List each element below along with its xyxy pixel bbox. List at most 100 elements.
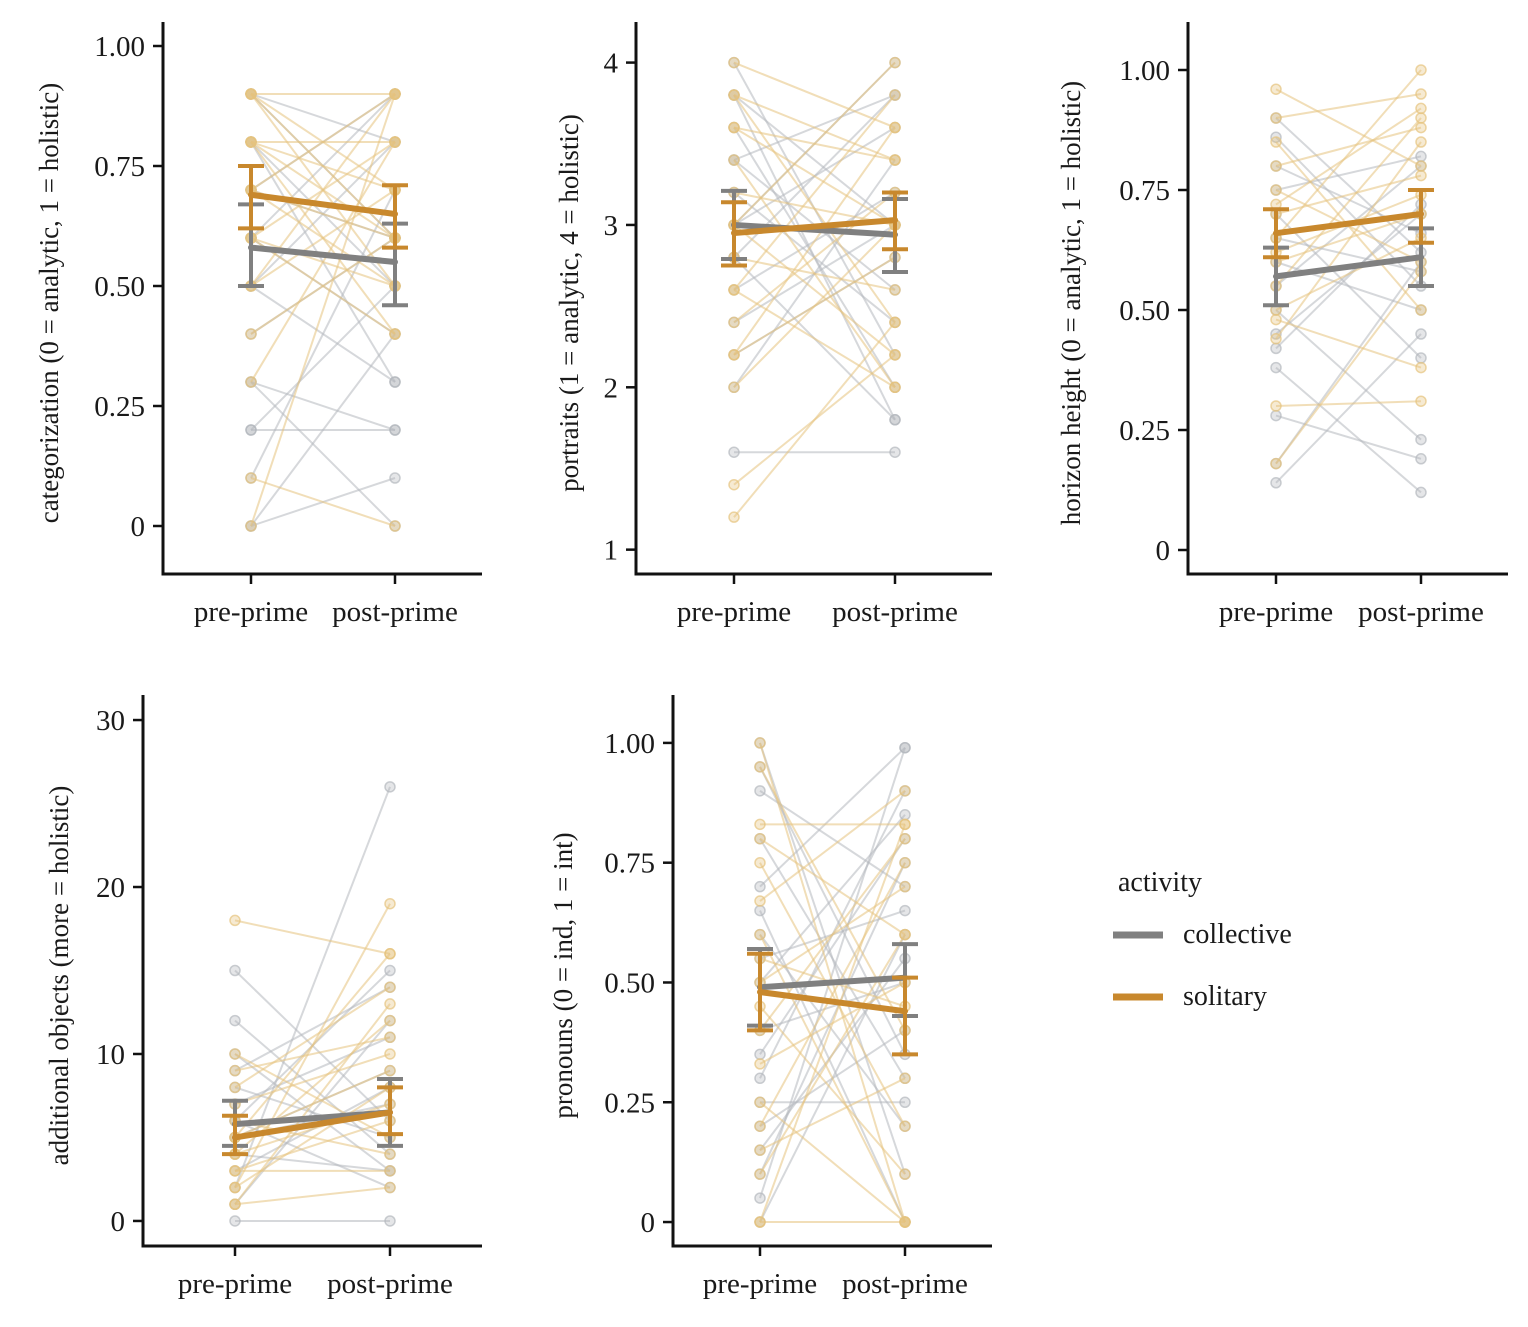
individual-point-solitary xyxy=(1270,112,1282,124)
individual-line-solitary xyxy=(733,256,896,291)
y-tick-label: 0.50 xyxy=(604,967,655,999)
individual-point-solitary xyxy=(899,818,911,831)
individual-point-solitary xyxy=(728,478,740,491)
individual-point-solitary xyxy=(728,316,740,329)
individual-point-solitary xyxy=(754,928,766,941)
individual-line-solitary xyxy=(1275,174,1422,215)
individual-point-solitary xyxy=(889,381,901,394)
individual-point-collective xyxy=(1415,453,1427,465)
individual-point-collective xyxy=(229,1215,241,1227)
individual-line-collective xyxy=(250,93,396,143)
individual-line-solitary xyxy=(234,1053,391,1106)
individual-line-solitary xyxy=(1275,270,1422,465)
individual-line-collective xyxy=(234,1053,391,1172)
individual-line-solitary xyxy=(733,224,896,356)
individual-line-solitary xyxy=(759,837,906,936)
individual-point-solitary xyxy=(728,121,740,134)
individual-point-solitary xyxy=(384,1031,396,1044)
individual-point-solitary xyxy=(754,856,766,869)
individual-line-collective xyxy=(759,746,906,888)
individual-point-collective xyxy=(899,809,911,821)
individual-point-solitary xyxy=(1415,304,1427,316)
individual-point-collective xyxy=(754,785,766,797)
individual-point-solitary xyxy=(245,136,257,148)
y-tick-label: 0.25 xyxy=(604,1087,655,1119)
individual-line-collective xyxy=(250,381,396,431)
individual-point-solitary xyxy=(384,1064,396,1077)
individual-point-solitary xyxy=(754,761,766,773)
legend-label-collective: collective xyxy=(1183,919,1292,950)
individual-point-solitary xyxy=(245,88,257,100)
individual-line-solitary xyxy=(250,93,396,527)
x-tick-label: pre-prime xyxy=(703,1268,817,1300)
individual-point-solitary xyxy=(384,1148,396,1160)
individual-point-solitary xyxy=(899,1120,911,1132)
mean-line-collective xyxy=(248,244,398,265)
individual-point-solitary xyxy=(245,376,257,388)
individual-point-solitary xyxy=(889,154,901,166)
individual-line-solitary xyxy=(759,766,906,1031)
individual-point-solitary xyxy=(1415,160,1427,172)
individual-line-solitary xyxy=(759,790,906,902)
x-tick-label: pre-prime xyxy=(1219,596,1333,628)
individual-point-solitary xyxy=(728,56,740,69)
individual-point-collective xyxy=(245,424,257,436)
individual-point-solitary xyxy=(1415,102,1427,115)
individual-point-collective xyxy=(754,1048,766,1061)
individual-line-collective xyxy=(234,986,391,1072)
individual-point-collective xyxy=(754,1192,766,1204)
individual-line-solitary xyxy=(759,934,906,1223)
individual-line-solitary xyxy=(250,141,396,383)
individual-point-collective xyxy=(1415,150,1427,163)
individual-point-solitary xyxy=(889,56,901,69)
y-tick-label: 30 xyxy=(96,705,125,737)
y-tick-label: 1 xyxy=(604,535,619,567)
y-tick-label: 10 xyxy=(96,1039,125,1071)
individual-point-solitary xyxy=(384,897,396,910)
individual-point-solitary xyxy=(899,880,911,893)
individual-point-solitary xyxy=(899,1072,911,1085)
mean-line-collective xyxy=(731,221,898,238)
individual-line-solitary xyxy=(733,191,896,324)
individual-point-collective xyxy=(754,880,766,893)
individual-line-solitary xyxy=(1275,141,1422,340)
x-tick-label: post-prime xyxy=(842,1268,968,1300)
y-axis-title: categorization (0 = analytic, 1 = holist… xyxy=(34,83,64,524)
individual-line-collective xyxy=(1275,213,1422,359)
individual-point-solitary xyxy=(229,1165,241,1177)
y-tick-label: 0.75 xyxy=(1119,175,1170,207)
individual-point-solitary xyxy=(1415,361,1427,374)
chart-panel-3: 0 0.25 0.50 0.75 1.00 pre-prime post-prime hori… xyxy=(1056,22,1508,628)
individual-point-solitary xyxy=(229,1181,241,1194)
individual-point-solitary xyxy=(384,981,396,993)
individual-line-solitary xyxy=(759,1005,906,1175)
individual-point-collective xyxy=(389,376,401,388)
mean-line-collective xyxy=(757,974,908,991)
individual-line-solitary xyxy=(250,237,396,335)
individual-point-solitary xyxy=(754,895,766,907)
individual-point-solitary xyxy=(889,349,901,361)
individual-line-collective xyxy=(1275,155,1422,191)
individual-point-solitary xyxy=(1270,184,1282,196)
individual-point-solitary xyxy=(728,89,740,101)
individual-line-solitary xyxy=(733,126,896,356)
individual-point-solitary xyxy=(245,328,257,340)
individual-point-collective xyxy=(384,1215,396,1227)
individual-line-collective xyxy=(759,910,906,1223)
individual-line-solitary xyxy=(250,141,396,239)
individual-line-solitary xyxy=(733,61,896,226)
individual-point-solitary xyxy=(899,928,911,941)
legend: activity collective solitary xyxy=(1113,867,1292,1012)
y-tick-label: 1.00 xyxy=(604,728,655,760)
y-tick-label: 0.75 xyxy=(604,848,655,880)
mean-line-solitary xyxy=(757,989,908,1015)
individual-point-collective xyxy=(229,964,241,977)
individual-point-solitary xyxy=(245,472,257,484)
individual-point-solitary xyxy=(229,1081,241,1094)
individual-line-solitary xyxy=(234,1069,391,1139)
y-tick-label: 0.50 xyxy=(94,271,145,303)
individual-point-solitary xyxy=(754,1144,766,1156)
individual-point-solitary xyxy=(728,284,740,296)
chart-panel-5: 0 0.25 0.50 0.75 1.00 pre-prime post-prime pron… xyxy=(548,695,992,1300)
